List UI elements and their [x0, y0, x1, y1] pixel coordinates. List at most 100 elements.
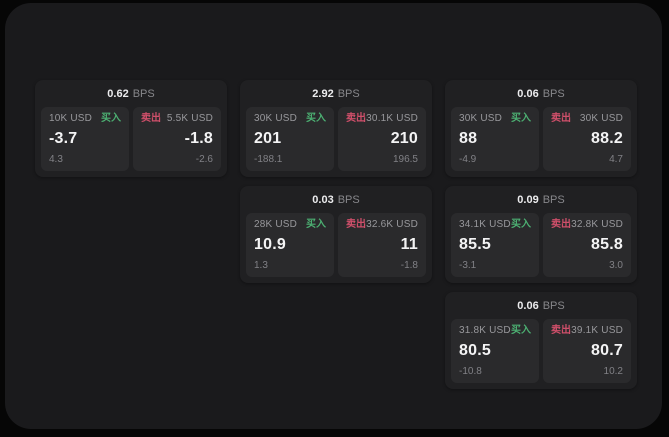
bps-unit-label: BPS: [132, 87, 155, 100]
sell-price: 85.8: [591, 236, 623, 254]
buy-delta: 1.3: [254, 259, 268, 271]
buy-price: -3.7: [49, 130, 78, 148]
sell-side-label: 卖出: [551, 113, 571, 124]
buy-side-label: 买入: [101, 113, 121, 124]
buy-quote-tile[interactable]: 30K USD 买入 201 -188.1: [246, 107, 334, 171]
sell-amount: 39.1K USD: [571, 325, 623, 336]
buy-tile-header: 10K USD 买入: [49, 114, 121, 124]
sell-price: 88.2: [591, 130, 623, 148]
buy-price: 201: [254, 130, 282, 148]
sell-price: 11: [400, 236, 418, 254]
sell-quote-tile[interactable]: 卖出 32.6K USD 11 -1.8: [338, 213, 426, 277]
buy-amount: 30K USD: [254, 113, 298, 124]
bps-unit-label: BPS: [337, 87, 360, 100]
buy-side-label: 买入: [306, 113, 326, 124]
quote-card: 0.06 BPS 30K USD 买入 88 -4.9 卖出 30K USD: [445, 80, 637, 177]
buy-delta: -188.1: [254, 153, 283, 165]
quote-panels: 28K USD 买入 10.9 1.3 卖出 32.6K USD 11 -1.8: [240, 213, 432, 283]
sell-quote-tile[interactable]: 卖出 30.1K USD 210 196.5: [338, 107, 426, 171]
bps-unit-label: BPS: [542, 299, 565, 312]
buy-quote-tile[interactable]: 10K USD 买入 -3.7 4.3: [41, 107, 129, 171]
sell-tile-header: 卖出 5.5K USD: [141, 114, 213, 124]
sell-delta: 4.7: [609, 153, 623, 165]
quote-panels: 30K USD 买入 88 -4.9 卖出 30K USD 88.2 4.7: [445, 107, 637, 177]
buy-tile-header: 34.1K USD 买入: [459, 220, 531, 230]
sell-tile-header: 卖出 30K USD: [551, 114, 623, 124]
buy-tile-header: 31.8K USD 买入: [459, 326, 531, 336]
buy-amount: 10K USD: [49, 113, 93, 124]
buy-tile-header: 30K USD 买入: [254, 114, 326, 124]
quote-card: 0.09 BPS 34.1K USD 买入 85.5 -3.1 卖出 32.8K…: [445, 186, 637, 283]
sell-side-label: 卖出: [551, 325, 571, 336]
buy-amount: 34.1K USD: [459, 219, 511, 230]
sell-quote-tile[interactable]: 卖出 30K USD 88.2 4.7: [543, 107, 631, 171]
buy-side-label: 买入: [511, 325, 531, 336]
sell-amount: 30.1K USD: [366, 113, 418, 124]
buy-delta: -4.9: [459, 153, 477, 165]
quote-card: 2.92 BPS 30K USD 买入 201 -188.1 卖出 30.1K …: [240, 80, 432, 177]
bps-value: 0.03: [312, 193, 334, 206]
buy-price: 80.5: [459, 342, 491, 360]
sell-quote-tile[interactable]: 卖出 5.5K USD -1.8 -2.6: [133, 107, 221, 171]
sell-side-label: 卖出: [346, 219, 366, 230]
buy-amount: 28K USD: [254, 219, 298, 230]
sell-quote-tile[interactable]: 卖出 32.8K USD 85.8 3.0: [543, 213, 631, 277]
sell-price: 80.7: [591, 342, 623, 360]
sell-tile-header: 卖出 30.1K USD: [346, 114, 418, 124]
bps-header: 0.03 BPS: [240, 186, 432, 213]
sell-side-label: 卖出: [141, 113, 161, 124]
bps-header: 0.06 BPS: [445, 292, 637, 319]
quote-panels: 34.1K USD 买入 85.5 -3.1 卖出 32.8K USD 85.8…: [445, 213, 637, 283]
sell-amount: 5.5K USD: [166, 113, 213, 124]
buy-quote-tile[interactable]: 34.1K USD 买入 85.5 -3.1: [451, 213, 539, 277]
buy-delta: 4.3: [49, 153, 63, 165]
buy-quote-tile[interactable]: 31.8K USD 买入 80.5 -10.8: [451, 319, 539, 383]
bps-header: 0.09 BPS: [445, 186, 637, 213]
sell-quote-tile[interactable]: 卖出 39.1K USD 80.7 10.2: [543, 319, 631, 383]
sell-price: -1.8: [184, 130, 213, 148]
buy-quote-tile[interactable]: 30K USD 买入 88 -4.9: [451, 107, 539, 171]
sell-price: 210: [390, 130, 418, 148]
buy-amount: 31.8K USD: [459, 325, 511, 336]
quote-panels: 30K USD 买入 201 -188.1 卖出 30.1K USD 210 1…: [240, 107, 432, 177]
buy-tile-header: 28K USD 买入: [254, 220, 326, 230]
quote-panels: 31.8K USD 买入 80.5 -10.8 卖出 39.1K USD 80.…: [445, 319, 637, 389]
app-window: 0.62 BPS 10K USD 买入 -3.7 4.3 卖出 5.5K USD: [5, 3, 662, 429]
sell-tile-header: 卖出 32.8K USD: [551, 220, 623, 230]
buy-amount: 30K USD: [459, 113, 503, 124]
buy-price: 85.5: [459, 236, 491, 254]
sell-delta: 10.2: [603, 365, 623, 377]
buy-side-label: 买入: [511, 219, 531, 230]
bps-unit-label: BPS: [542, 193, 565, 206]
sell-side-label: 卖出: [551, 219, 571, 230]
bps-value: 0.06: [517, 87, 539, 100]
bps-value: 0.06: [517, 299, 539, 312]
sell-delta: 196.5: [392, 153, 418, 165]
sell-amount: 32.8K USD: [571, 219, 623, 230]
buy-delta: -10.8: [459, 365, 482, 377]
quote-card: 0.62 BPS 10K USD 买入 -3.7 4.3 卖出 5.5K USD: [35, 80, 227, 177]
sell-tile-header: 卖出 32.6K USD: [346, 220, 418, 230]
bps-value: 0.62: [107, 87, 129, 100]
sell-delta: -1.8: [400, 259, 418, 271]
sell-delta: -2.6: [195, 153, 213, 165]
buy-quote-tile[interactable]: 28K USD 买入 10.9 1.3: [246, 213, 334, 277]
bps-header: 0.62 BPS: [35, 80, 227, 107]
buy-price: 88: [459, 130, 478, 148]
buy-tile-header: 30K USD 买入: [459, 114, 531, 124]
sell-amount: 30K USD: [579, 113, 623, 124]
bps-header: 2.92 BPS: [240, 80, 432, 107]
sell-side-label: 卖出: [346, 113, 366, 124]
quote-card: 0.03 BPS 28K USD 买入 10.9 1.3 卖出 32.6K US…: [240, 186, 432, 283]
sell-amount: 32.6K USD: [366, 219, 418, 230]
sell-tile-header: 卖出 39.1K USD: [551, 326, 623, 336]
bps-unit-label: BPS: [337, 193, 360, 206]
bps-value: 0.09: [517, 193, 539, 206]
buy-delta: -3.1: [459, 259, 477, 271]
buy-side-label: 买入: [511, 113, 531, 124]
quote-card-grid: 0.62 BPS 10K USD 买入 -3.7 4.3 卖出 5.5K USD: [35, 80, 637, 389]
bps-value: 2.92: [312, 87, 334, 100]
sell-delta: 3.0: [609, 259, 623, 271]
quote-card: 0.06 BPS 31.8K USD 买入 80.5 -10.8 卖出 39.1…: [445, 292, 637, 389]
buy-side-label: 买入: [306, 219, 326, 230]
